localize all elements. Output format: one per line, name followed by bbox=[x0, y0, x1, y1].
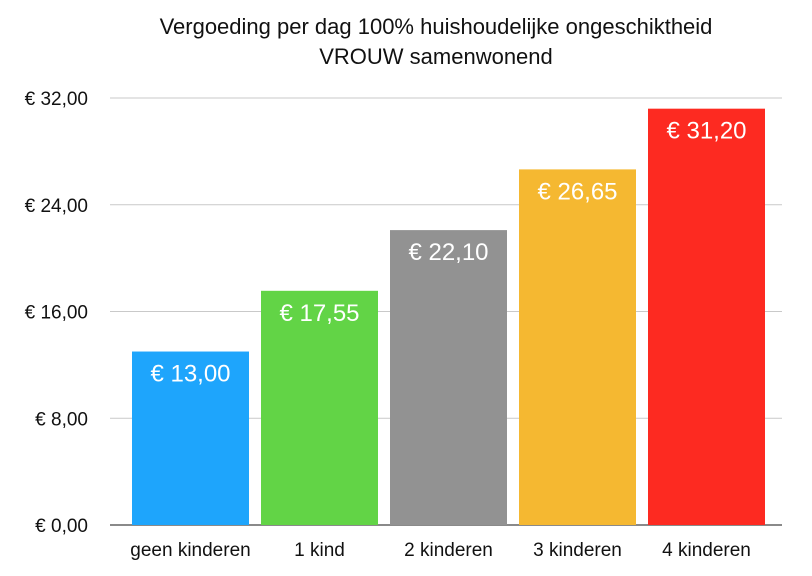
y-tick-label: € 32,00 bbox=[25, 89, 88, 110]
y-tick-label: € 0,00 bbox=[35, 516, 88, 537]
y-axis-tick-labels: € 0,00 € 8,00 € 16,00 € 24,00 € 32,00 bbox=[25, 89, 88, 537]
chart-title-line-1: Vergoeding per dag 100% huishoudelijke o… bbox=[160, 14, 713, 39]
bar bbox=[519, 169, 636, 525]
chart-title-line-2: VROUW samenwonend bbox=[319, 44, 553, 69]
y-tick-label: € 24,00 bbox=[25, 196, 88, 217]
x-tick-label: 4 kinderen bbox=[662, 540, 751, 561]
x-axis-category-labels: geen kinderen 1 kind 2 kinderen 3 kinderen 4… bbox=[130, 540, 751, 561]
x-tick-label: 1 kind bbox=[294, 540, 345, 561]
bar bbox=[648, 108, 765, 526]
bar bbox=[390, 230, 507, 525]
data-label: € 31,20 bbox=[666, 118, 746, 145]
bars bbox=[132, 108, 765, 526]
x-tick-label: 3 kinderen bbox=[533, 540, 622, 561]
bar bbox=[261, 290, 378, 525]
data-label: € 13,00 bbox=[150, 361, 230, 388]
data-label: € 17,55 bbox=[279, 300, 359, 327]
bar bbox=[132, 351, 249, 525]
chart-title: Vergoeding per dag 100% huishoudelijke o… bbox=[160, 14, 713, 69]
data-label: € 26,65 bbox=[537, 178, 617, 205]
x-tick-label: geen kinderen bbox=[130, 540, 250, 561]
y-tick-label: € 16,00 bbox=[25, 303, 88, 324]
data-label: € 22,10 bbox=[408, 239, 488, 266]
x-tick-label: 2 kinderen bbox=[404, 540, 493, 561]
y-tick-label: € 8,00 bbox=[35, 409, 88, 430]
data-labels: € 13,00 € 17,55 € 22,10 € 26,65 € 31,20 bbox=[150, 118, 746, 388]
